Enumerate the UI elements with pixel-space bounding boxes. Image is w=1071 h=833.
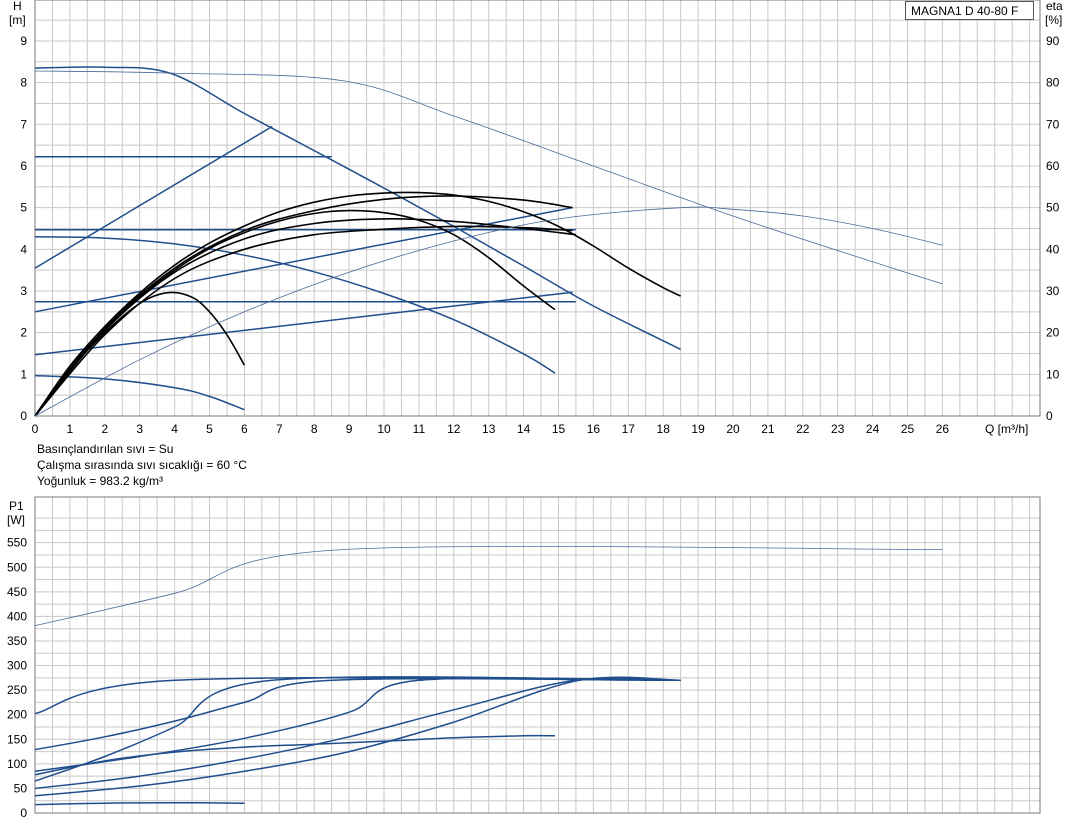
y-tick-label-right: 20 — [1046, 326, 1060, 340]
power-curve-8 — [34, 801, 245, 806]
y-tick-label-left: 1 — [20, 367, 27, 381]
temperature-info: Çalışma sırasında sıvı sıcaklığı = 60 °C — [37, 458, 247, 472]
bottom-chart-series — [34, 545, 943, 806]
y-tick-label-power: 200 — [7, 708, 27, 722]
y-tick-label-right: 80 — [1046, 76, 1060, 90]
y-tick-label-power: 100 — [7, 757, 27, 771]
y-tick-label-power: 350 — [7, 634, 27, 648]
y-tick-label-right: 40 — [1046, 242, 1060, 256]
x-tick-label: 9 — [346, 422, 353, 436]
y-tick-label-left: 9 — [20, 34, 27, 48]
x-tick-label: 20 — [726, 422, 740, 436]
x-tick-label: 26 — [936, 422, 950, 436]
head-curve-16 — [34, 206, 943, 417]
top-chart-series — [34, 66, 943, 417]
head-curve-11 — [34, 218, 576, 417]
head-curve-14 — [34, 291, 246, 417]
y-axis-unit-w: [W] — [7, 513, 25, 527]
x-tick-label: 23 — [831, 422, 845, 436]
head-curve-6 — [34, 291, 573, 356]
y-tick-label-right: 60 — [1046, 159, 1060, 173]
x-tick-label: 24 — [866, 422, 880, 436]
x-tick-label: 16 — [587, 422, 601, 436]
y-axis-name-h: H — [13, 0, 22, 13]
x-tick-label: 8 — [311, 422, 318, 436]
x-tick-label: 11 — [413, 422, 426, 436]
x-tick-label: 4 — [171, 422, 178, 436]
y-tick-label-right: 0 — [1046, 409, 1053, 423]
model-label-box: MAGNA1 D 40-80 F — [905, 1, 1034, 20]
x-tick-label: 2 — [101, 422, 108, 436]
fluid-info: Basınçlandırılan sıvı = Su — [37, 442, 174, 456]
x-tick-label: 14 — [517, 422, 531, 436]
y-tick-label-power: 500 — [7, 560, 27, 574]
y-tick-label-power: 250 — [7, 683, 27, 697]
y-axis-unit-percent: [%] — [1045, 13, 1062, 27]
head-curve-12 — [34, 195, 573, 417]
x-tick-label: 12 — [447, 422, 461, 436]
bottom-chart-ticks: 0 50 100 150 200 250 300 350 400 450 500 550 — [7, 536, 27, 820]
power-curve-5 — [34, 677, 681, 790]
y-tick-label-left: 5 — [20, 201, 27, 215]
y-tick-label-right: 70 — [1046, 117, 1060, 131]
power-curve-0 — [34, 545, 943, 627]
head-curve-10 — [34, 209, 556, 417]
x-tick-label: 7 — [276, 422, 283, 436]
y-tick-label-power: 550 — [7, 536, 27, 550]
x-tick-label: 22 — [796, 422, 810, 436]
y-tick-label-left: 4 — [20, 242, 27, 256]
y-tick-label-power: 400 — [7, 609, 27, 623]
head-curve-8 — [34, 374, 245, 411]
head-curve-13 — [34, 225, 573, 417]
y-tick-label-power: 50 — [14, 781, 28, 795]
power-curve-6 — [34, 676, 681, 797]
x-tick-label: 0 — [32, 422, 39, 436]
x-tick-label: 13 — [482, 422, 496, 436]
power-curve-3 — [34, 676, 681, 782]
x-tick-label: 1 — [67, 422, 74, 436]
y-tick-label-left: 2 — [20, 326, 27, 340]
y-tick-label-power: 150 — [7, 732, 27, 746]
y-tick-label-left: 8 — [20, 76, 27, 90]
x-tick-label: 18 — [657, 422, 671, 436]
top-chart-ticks: 0 1 2 3 4 5 6 7 8 9 10 11 12 13 14 15 16 17 18 19 20 21 22 23 24… — [20, 34, 1059, 436]
head-curve-7 — [34, 236, 556, 374]
y-tick-label-power: 0 — [20, 806, 27, 820]
y-tick-label-left: 7 — [20, 117, 27, 131]
y-tick-label-right: 50 — [1046, 201, 1060, 215]
head-curve-5 — [34, 206, 573, 313]
y-tick-label-power: 450 — [7, 585, 27, 599]
x-tick-label: 21 — [761, 422, 775, 436]
y-axis-unit-m: [m] — [9, 13, 26, 27]
y-tick-label-left: 0 — [20, 409, 27, 423]
y-tick-label-right: 90 — [1046, 34, 1060, 48]
bottom-chart-frame — [34, 496, 1041, 814]
power-curve-7 — [34, 734, 556, 776]
x-axis-label-q: Q [m³/h] — [985, 422, 1028, 436]
head-curve-2 — [34, 125, 273, 269]
y-tick-label-right: 10 — [1046, 367, 1060, 381]
x-tick-label: 3 — [136, 422, 143, 436]
y-axis-name-eta: eta — [1046, 0, 1063, 13]
y-tick-label-left: 6 — [20, 159, 27, 173]
y-axis-name-p1: P1 — [9, 499, 24, 513]
y-tick-label-right: 30 — [1046, 284, 1060, 298]
x-tick-label: 6 — [241, 422, 248, 436]
head-curve-0 — [34, 66, 681, 350]
head-curve-15 — [34, 70, 943, 285]
density-info: Yoğunluk = 983.2 kg/m³ — [37, 474, 163, 488]
x-tick-label: 5 — [206, 422, 213, 436]
x-tick-label: 19 — [691, 422, 705, 436]
top-chart-frame — [34, 0, 1041, 417]
x-tick-label: 10 — [377, 422, 391, 436]
x-tick-label: 17 — [622, 422, 636, 436]
top-chart-grid — [35, 0, 1040, 416]
x-tick-label: 15 — [552, 422, 566, 436]
bottom-chart-grid — [35, 497, 1040, 813]
y-tick-label-power: 300 — [7, 659, 27, 673]
y-tick-label-left: 3 — [20, 284, 27, 298]
x-tick-label: 25 — [901, 422, 915, 436]
head-curve-9 — [34, 191, 681, 417]
